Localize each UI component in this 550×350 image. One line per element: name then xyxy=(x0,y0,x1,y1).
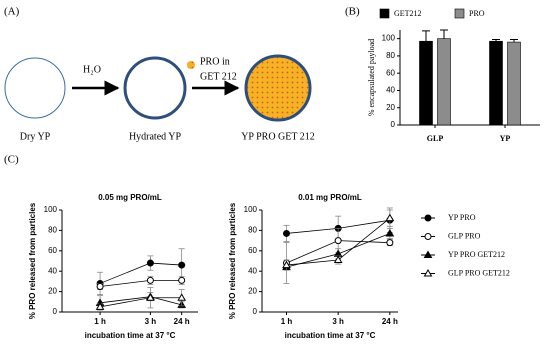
legend-swatch xyxy=(379,8,390,19)
y-tick-label: 0 xyxy=(253,307,258,316)
y-tick-label: 20 xyxy=(386,103,395,112)
bar xyxy=(507,41,521,126)
legend-swatch xyxy=(454,8,465,19)
diagram-label: Hydrated YP xyxy=(129,131,182,142)
point xyxy=(177,293,187,301)
y-tick-label: 80 xyxy=(248,226,257,235)
step-label: PRO in xyxy=(200,56,230,67)
x-tick-label: 1 h xyxy=(281,317,293,326)
series-line xyxy=(100,297,182,308)
point xyxy=(282,260,291,269)
bar xyxy=(419,40,433,126)
point xyxy=(96,283,104,290)
point xyxy=(146,259,154,267)
y-tick-label: 100 xyxy=(44,205,58,214)
y-tick-label: 20 xyxy=(248,287,257,296)
y-tick-label: 60 xyxy=(386,68,395,77)
y-tick-label: 80 xyxy=(386,51,395,60)
y-tick-label: 60 xyxy=(248,246,257,255)
dry-yp xyxy=(4,57,66,119)
legend-label: YP PRO GET212 xyxy=(448,250,505,259)
hydrated-yp xyxy=(123,56,187,120)
chart-title: 0.01 mg PRO/mL xyxy=(298,193,362,202)
y-axis-label: % PRO released from particles xyxy=(228,202,237,319)
y-axis-label: % PRO released from particles xyxy=(28,202,37,319)
point xyxy=(146,293,155,301)
bar xyxy=(437,38,451,126)
y-tick-label: 60 xyxy=(48,246,57,255)
legend-marker xyxy=(423,250,433,258)
y-axis-label: % encapsulated payload xyxy=(367,39,376,116)
y-tick-label: 40 xyxy=(386,86,395,95)
bar xyxy=(489,40,503,126)
point xyxy=(333,255,343,263)
point xyxy=(146,276,154,284)
legend-label: YP PRO xyxy=(448,213,476,222)
y-tick-label: 0 xyxy=(53,307,58,316)
panel-label: (A) xyxy=(4,6,20,18)
legend-label: GLP PRO xyxy=(448,231,481,240)
point xyxy=(334,237,342,245)
x-tick-label: 3 h xyxy=(332,317,344,326)
y-tick-label: 0 xyxy=(391,120,396,129)
step-label: GET 212 xyxy=(200,71,237,82)
panel-label: (C) xyxy=(4,154,19,166)
x-tick-label: 24 h xyxy=(382,317,398,326)
point xyxy=(95,302,105,310)
x-tick-label: 3 h xyxy=(145,317,157,326)
y-tick-label: 80 xyxy=(48,226,57,235)
point xyxy=(333,249,343,257)
step-label: H₂O xyxy=(83,64,101,75)
series-line xyxy=(100,279,182,287)
legend-marker xyxy=(424,233,432,240)
x-tick-label: 24 h xyxy=(174,317,190,326)
x-axis-label: incubation time at 37 °C xyxy=(85,331,176,340)
legend-label: PRO xyxy=(469,9,485,18)
y-tick-label: 40 xyxy=(48,266,57,275)
pro-dot xyxy=(187,61,195,69)
y-tick-label: 20 xyxy=(48,287,57,296)
point xyxy=(385,213,395,222)
loaded-yp xyxy=(244,54,312,122)
x-tick-label: YP xyxy=(500,134,511,143)
legend-marker xyxy=(423,269,433,277)
legend-label: GLP PRO GET212 xyxy=(448,268,510,277)
point xyxy=(178,276,186,284)
y-tick-label: 100 xyxy=(382,34,396,43)
point xyxy=(385,228,395,237)
diagram-label: Dry YP xyxy=(20,131,51,142)
x-axis-label: incubation time at 37 °C xyxy=(285,331,376,340)
y-tick-label: 100 xyxy=(244,205,258,214)
panel-label: (B) xyxy=(345,6,360,18)
point xyxy=(178,261,186,269)
x-tick-label: 1 h xyxy=(94,317,106,326)
legend-marker xyxy=(424,214,432,222)
diagram-label: YP PRO GET 212 xyxy=(241,131,315,142)
legend-label: GET212 xyxy=(394,9,422,18)
diagram: (A) H₂O PRO in GET 212 Dry YP Hydrated Y… xyxy=(4,6,315,143)
x-tick-label: GLP xyxy=(427,134,444,143)
point xyxy=(386,239,394,247)
point xyxy=(282,229,290,237)
chart-title: 0.05 mg PRO/mL xyxy=(98,193,162,202)
y-tick-label: 40 xyxy=(248,266,257,275)
